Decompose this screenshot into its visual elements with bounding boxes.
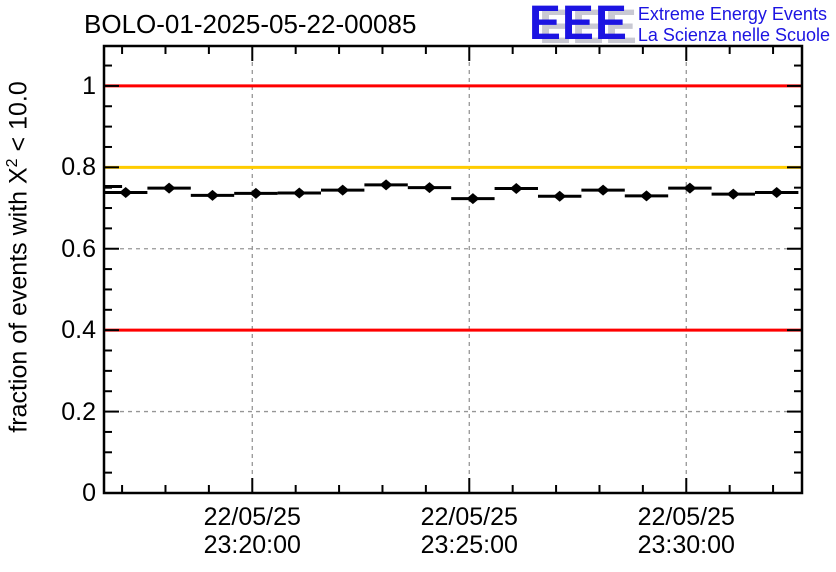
eee-logo-acronym: EEE (528, 0, 628, 50)
y-tick-label: 0.2 (61, 397, 96, 426)
eee-logo-line1: Extreme Energy Events (637, 4, 827, 24)
eee-logo: EEE Extreme Energy Events La Scienza nel… (528, 0, 830, 50)
data-point-marker (509, 182, 523, 194)
y-tick-label: 1 (82, 71, 96, 100)
data-series (104, 179, 799, 205)
data-point-marker (639, 190, 653, 202)
data-point-marker (379, 179, 393, 191)
data-point-marker (249, 187, 263, 199)
plot-title: BOLO-01-2025-05-22-00085 (84, 9, 417, 39)
reference-lines (104, 84, 802, 332)
y-tick-label: 0 (82, 479, 96, 507)
eee-logo-text: Extreme Energy Events La Scienza nelle S… (638, 4, 830, 46)
data-point-marker (596, 184, 610, 196)
plot-frame (102, 44, 804, 495)
x-tick-label: 22/05/25 23:30:00 (637, 503, 735, 559)
data-point-marker (770, 187, 784, 199)
data-point-marker (292, 187, 306, 199)
data-point-marker (466, 193, 480, 205)
data-point-marker (119, 187, 133, 199)
data-point-marker (726, 188, 740, 200)
x-tick-label: 22/05/25 23:25:00 (420, 503, 518, 559)
data-point-marker (162, 182, 176, 194)
axis-ticks (104, 46, 802, 494)
data-point-marker (422, 182, 436, 194)
data-point-marker (683, 182, 697, 194)
y-tick-label: 0.6 (61, 234, 96, 263)
grid-lines (104, 46, 802, 493)
eee-logo-line2: La Scienza nelle Scuole (637, 25, 830, 45)
data-point-marker (205, 189, 219, 201)
data-point-marker (553, 190, 567, 202)
y-tick-label: 0.4 (61, 316, 96, 345)
y-tick-label: 0.8 (61, 153, 96, 182)
x-tick-label: 22/05/25 23:20:00 (203, 503, 301, 559)
data-point-marker (336, 184, 350, 196)
